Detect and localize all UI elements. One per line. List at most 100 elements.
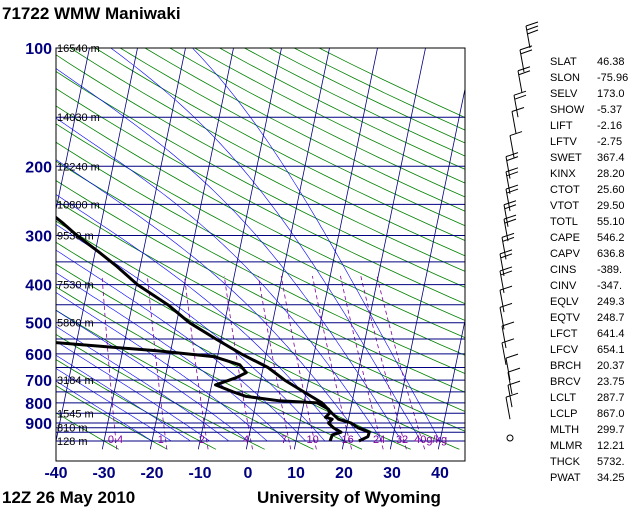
wind-barb-flag (525, 21, 539, 27)
pressure-tick-label: 500 (25, 316, 52, 333)
index-value: 29.50 (597, 200, 625, 212)
pressure-tick-label: 700 (25, 373, 52, 390)
mixing-ratio-label: 10 (306, 434, 318, 446)
pressure-tick-label: 800 (25, 396, 52, 413)
chart-title: 71722 WMW Maniwaki (2, 4, 181, 23)
dry-adiabat-line (144, 48, 465, 212)
index-name: VTOT (550, 200, 580, 212)
pressure-tick-label: 900 (25, 416, 52, 433)
dry-adiabat-line (56, 87, 465, 305)
index-value: 636.8 (597, 248, 625, 260)
index-name: TOTL (550, 216, 578, 228)
wind-barb-flag (518, 70, 531, 76)
temperature-tick-label: 10 (287, 465, 305, 482)
dry-adiabat-line (56, 160, 465, 374)
wind-barb-flag (505, 353, 519, 359)
height-label: 16540 m (57, 43, 100, 55)
index-name: LFCT (550, 328, 578, 340)
wind-barb-flag (526, 25, 539, 31)
index-value: 34.25 (597, 472, 625, 484)
index-name: CAPE (550, 232, 580, 244)
index-value: 23.75 (597, 376, 625, 388)
index-name: MLTH (550, 424, 580, 436)
wind-barb-flag (511, 106, 525, 112)
index-name: LFCV (550, 344, 579, 356)
index-value: 12.21 (597, 440, 625, 452)
index-value: -75.96 (597, 72, 629, 84)
wind-barb-flag (507, 380, 521, 386)
pressure-tick-label: 600 (25, 347, 52, 364)
wind-barb (501, 325, 507, 349)
moist-adiabat-line (56, 159, 364, 442)
wind-barb (499, 290, 505, 313)
wind-barb-flag (505, 392, 519, 398)
index-value: 367.4 (597, 152, 625, 164)
height-label: 7530 m (57, 280, 94, 292)
index-name: KINX (550, 168, 576, 180)
temperature-tick-label: -30 (92, 465, 115, 482)
mixing-ratio-label: 24 (373, 434, 385, 446)
height-label: 5860 m (57, 318, 94, 330)
pressure-tick-label: 200 (25, 159, 52, 176)
dry-adiabat-line (56, 220, 465, 432)
height-label: 810 m (57, 423, 88, 435)
dry-adiabat-line (56, 54, 465, 272)
index-value: 654.1 (597, 344, 625, 356)
index-name: CINV (550, 280, 577, 292)
wind-barb-flag (504, 204, 517, 210)
height-label: 9530 m (57, 231, 94, 243)
mixing-ratio-line (376, 275, 426, 450)
height-label: 14030 m (57, 112, 100, 124)
wind-barb-flag (504, 218, 517, 224)
mixing-ratio-label: 32 (396, 434, 408, 446)
mixing-ratio-label: 2 (199, 434, 205, 446)
mixing-ratio-label: 1 (158, 434, 164, 446)
index-name: LIFT (550, 120, 573, 132)
mixing-ratio-label: 4 (243, 434, 249, 446)
dry-adiabat-line (56, 241, 460, 450)
isotherm-line (437, 318, 465, 450)
wind-barb-flag (517, 66, 531, 72)
mixing-ratio-line (184, 275, 209, 450)
index-value: -389. (597, 264, 623, 276)
wind-barb-flag (527, 29, 539, 35)
index-name: SHOW (550, 104, 585, 116)
dry-adiabat-line (95, 48, 465, 242)
index-name: CAPV (550, 248, 580, 260)
wind-barb-flag (509, 131, 523, 137)
wind-barb-flag (500, 253, 513, 259)
soundings (56, 215, 371, 443)
wind-barb-flag (506, 188, 519, 194)
index-name: SELV (550, 88, 578, 100)
mixing-ratio-line (223, 275, 253, 450)
wind-barb-flag (513, 90, 527, 96)
index-value: -2.75 (597, 136, 623, 148)
index-value: 248.7 (597, 312, 625, 324)
index-name: SLAT (550, 56, 577, 68)
dry-adiabat-line (56, 105, 465, 321)
index-value: 20.37 (597, 360, 625, 372)
temperature-tick-label: -40 (44, 465, 67, 482)
calm-wind-circle (506, 434, 514, 442)
wind-barb-flag (506, 156, 519, 162)
mixing-ratio-label: 7 (281, 434, 287, 446)
dry-adiabat-line (318, 48, 465, 118)
isotherm-line (149, 48, 234, 450)
dry-adiabat-line (56, 412, 119, 450)
mixing-ratio-line (258, 275, 292, 450)
height-label: 128 m (57, 436, 88, 448)
observation-datetime: 12Z 26 May 2010 (2, 488, 136, 507)
wind-barb-flag (514, 94, 527, 100)
temperature-tick-label: 0 (244, 465, 253, 482)
index-value: -347. (597, 280, 623, 292)
mixing-ratio-label: 0.4 (108, 434, 123, 446)
temperature-tick-label: 40 (431, 465, 449, 482)
index-name: CTOT (550, 184, 580, 196)
isotherm-line (197, 48, 282, 450)
wind-barb-flag (501, 338, 515, 344)
index-name: BRCH (550, 360, 582, 372)
isotherm-line (245, 48, 330, 450)
index-name: MLMR (550, 440, 583, 452)
wind-barb-flag (499, 266, 513, 272)
wind-barb-flag (499, 302, 513, 308)
